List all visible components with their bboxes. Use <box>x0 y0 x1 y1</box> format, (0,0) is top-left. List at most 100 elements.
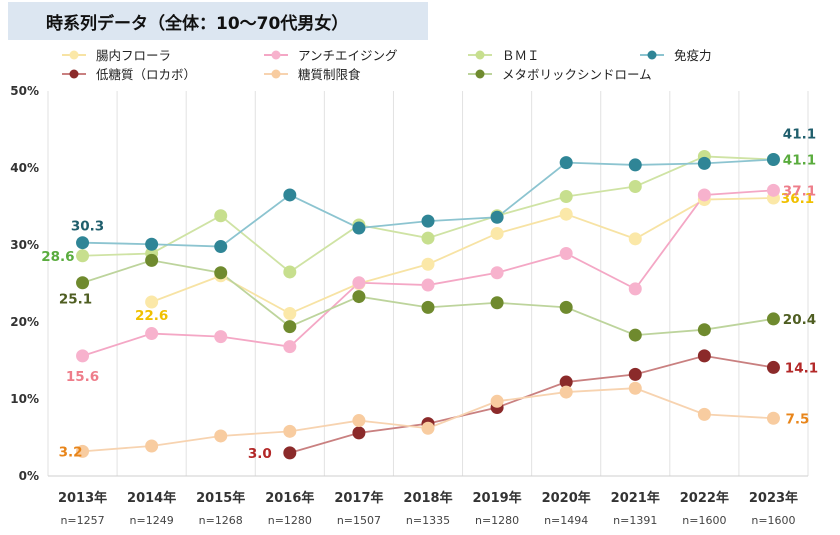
data-point <box>628 282 642 296</box>
chart-title: 時系列データ（全体：10～70代男女） <box>46 13 349 34</box>
y-tick-label: 50% <box>10 84 39 98</box>
data-point <box>283 424 297 438</box>
series-line <box>289 354 774 454</box>
data-point <box>559 207 573 221</box>
data-point <box>766 312 780 326</box>
data-point <box>490 226 504 240</box>
legend-marker <box>271 50 281 60</box>
data-point <box>76 236 90 250</box>
data-label: 41.1 <box>783 127 816 143</box>
series-line <box>151 197 774 315</box>
data-point <box>559 156 573 170</box>
sample-size-label: n=1249 <box>130 514 174 527</box>
legend-label: メタボリックシンドローム <box>502 67 652 82</box>
data-label: 28.6 <box>41 249 74 265</box>
x-tick-label: 2017年 <box>334 490 383 506</box>
data-point <box>421 278 435 292</box>
data-point <box>490 210 504 224</box>
x-tick-label: 2013年 <box>58 490 107 506</box>
chart-title-banner: 時系列データ（全体：10～70代男女） <box>8 2 428 40</box>
data-point <box>766 153 780 167</box>
data-point <box>352 290 366 304</box>
data-point <box>628 158 642 172</box>
sample-size-label: n=1600 <box>751 514 795 527</box>
data-label: 41.1 <box>783 153 816 169</box>
data-point <box>145 253 159 267</box>
data-label: 3.2 <box>59 444 83 460</box>
data-point <box>628 179 642 193</box>
data-point <box>76 444 90 458</box>
data-point <box>283 320 297 334</box>
legend-label: ＢＭＩ <box>502 48 540 63</box>
data-point <box>145 295 159 309</box>
sample-size-label: n=1268 <box>199 514 243 527</box>
data-point <box>697 323 711 337</box>
data-point <box>421 257 435 271</box>
data-label: 15.6 <box>66 369 99 385</box>
x-tick-label: 2022年 <box>680 490 729 506</box>
data-point <box>766 183 780 197</box>
y-tick-label: 20% <box>10 315 39 329</box>
x-tick-label: 2014年 <box>127 490 176 506</box>
data-point <box>628 232 642 246</box>
data-point <box>766 360 780 374</box>
data-label: 36.1 <box>781 191 814 207</box>
legend-marker <box>647 50 657 60</box>
x-tick-label: 2016年 <box>265 490 314 506</box>
legend-marker <box>475 50 485 60</box>
data-label: 25.1 <box>59 292 92 308</box>
data-point <box>421 300 435 314</box>
data-point <box>628 328 642 342</box>
data-label: 7.5 <box>785 411 809 427</box>
x-tick-label: 2019年 <box>472 490 521 506</box>
legend-label: 糖質制限食 <box>298 67 361 82</box>
data-point <box>214 330 228 344</box>
data-point <box>421 214 435 228</box>
data-point <box>421 231 435 245</box>
data-point <box>283 340 297 354</box>
x-tick-label: 2015年 <box>196 490 245 506</box>
legend-marker <box>69 69 79 79</box>
data-point <box>214 429 228 443</box>
x-tick-label: 2018年 <box>403 490 452 506</box>
data-point <box>697 407 711 421</box>
data-point <box>766 411 780 425</box>
data-label: 14.1 <box>785 360 818 376</box>
data-label: 37.1 <box>783 183 816 199</box>
y-tick-label: 10% <box>10 392 39 406</box>
x-tick-label: 2023年 <box>749 490 798 506</box>
data-point <box>490 296 504 310</box>
legend-marker <box>475 69 485 79</box>
data-point <box>145 327 159 341</box>
y-tick-label: 30% <box>10 238 39 252</box>
sample-size-label: n=1257 <box>60 514 104 527</box>
data-point <box>559 189 573 203</box>
y-tick-label: 0% <box>19 469 39 483</box>
data-point <box>559 246 573 260</box>
x-tick-label: 2020年 <box>542 490 591 506</box>
sample-size-label: n=1494 <box>544 514 588 527</box>
sample-size-label: n=1280 <box>475 514 519 527</box>
data-point <box>76 349 90 363</box>
data-point <box>352 426 366 440</box>
data-point <box>76 276 90 290</box>
data-point <box>283 265 297 279</box>
data-point <box>283 188 297 202</box>
legend-label: 免疫力 <box>674 48 712 63</box>
data-point <box>628 381 642 395</box>
legend-label: 低糖質（ロカボ） <box>96 67 196 82</box>
data-point <box>697 156 711 170</box>
data-label: 30.3 <box>71 219 104 235</box>
data-point <box>697 188 711 202</box>
sample-size-label: n=1280 <box>268 514 312 527</box>
data-point <box>214 209 228 223</box>
data-label: 22.6 <box>135 308 168 324</box>
data-label: 3.0 <box>248 446 272 462</box>
data-point <box>76 249 90 263</box>
data-point <box>559 375 573 389</box>
data-label: 20.4 <box>783 312 816 328</box>
data-point <box>559 385 573 399</box>
data-point <box>283 446 297 460</box>
data-point <box>490 266 504 280</box>
